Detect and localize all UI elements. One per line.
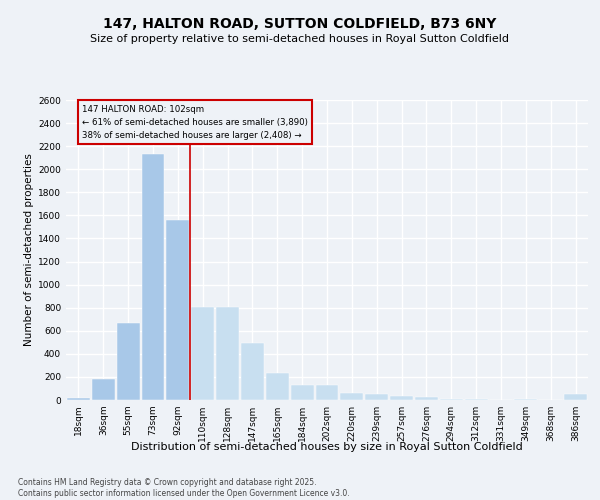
Bar bbox=[117, 322, 140, 400]
Bar bbox=[216, 306, 239, 400]
Text: Distribution of semi-detached houses by size in Royal Sutton Coldfield: Distribution of semi-detached houses by … bbox=[131, 442, 523, 452]
Bar bbox=[67, 398, 90, 400]
Bar bbox=[166, 220, 189, 400]
Bar bbox=[390, 396, 413, 400]
Bar bbox=[415, 396, 438, 400]
Bar bbox=[365, 394, 388, 400]
Bar bbox=[316, 385, 338, 400]
Bar bbox=[291, 385, 314, 400]
Bar bbox=[564, 394, 587, 400]
Text: Contains HM Land Registry data © Crown copyright and database right 2025.
Contai: Contains HM Land Registry data © Crown c… bbox=[18, 478, 350, 498]
Text: 147, HALTON ROAD, SUTTON COLDFIELD, B73 6NY: 147, HALTON ROAD, SUTTON COLDFIELD, B73 … bbox=[103, 18, 497, 32]
Text: Size of property relative to semi-detached houses in Royal Sutton Coldfield: Size of property relative to semi-detach… bbox=[91, 34, 509, 44]
Bar bbox=[191, 306, 214, 400]
Bar bbox=[440, 399, 463, 400]
Bar bbox=[142, 154, 164, 400]
Bar bbox=[266, 374, 289, 400]
Y-axis label: Number of semi-detached properties: Number of semi-detached properties bbox=[24, 154, 34, 346]
Bar bbox=[92, 378, 115, 400]
Bar bbox=[241, 344, 264, 400]
Bar bbox=[340, 393, 363, 400]
Text: 147 HALTON ROAD: 102sqm
← 61% of semi-detached houses are smaller (3,890)
38% of: 147 HALTON ROAD: 102sqm ← 61% of semi-de… bbox=[82, 104, 308, 140]
